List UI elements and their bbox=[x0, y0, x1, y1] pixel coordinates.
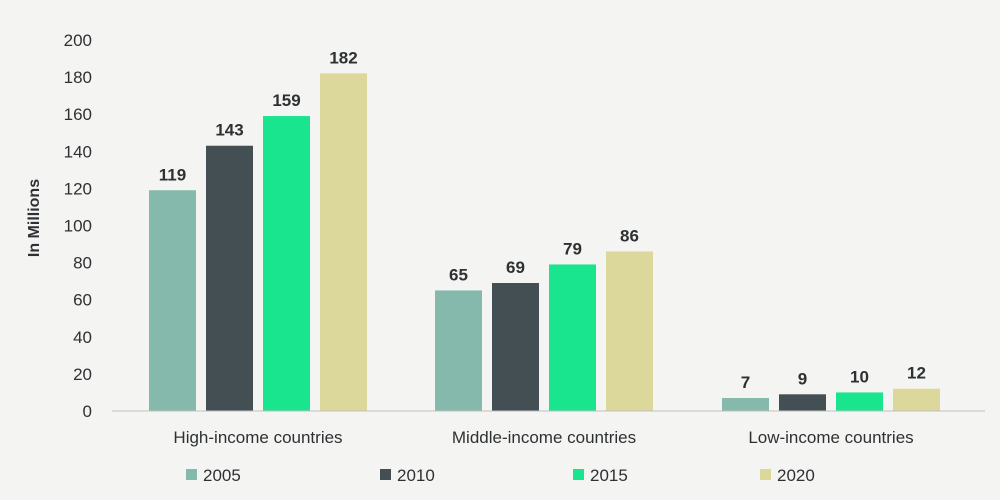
bar bbox=[320, 73, 367, 411]
bar bbox=[492, 283, 539, 411]
y-tick-label: 20 bbox=[73, 365, 92, 384]
legend-label: 2005 bbox=[203, 466, 241, 485]
bar bbox=[722, 398, 769, 411]
legend-item: 2015 bbox=[573, 466, 628, 485]
legend-label: 2010 bbox=[397, 466, 435, 485]
data-label: 7 bbox=[741, 373, 750, 392]
data-label: 69 bbox=[506, 258, 525, 277]
legend-item: 2005 bbox=[186, 466, 241, 485]
y-axis-title: In Millions bbox=[26, 179, 43, 257]
legend-label: 2020 bbox=[777, 466, 815, 485]
legend-item: 2020 bbox=[760, 466, 815, 485]
y-tick-label: 40 bbox=[73, 328, 92, 347]
data-label: 79 bbox=[563, 239, 582, 258]
category-label: Middle-income countries bbox=[452, 428, 636, 447]
legend-swatch bbox=[380, 469, 391, 480]
legend-swatch bbox=[186, 469, 197, 480]
bar-group: 119 143 159 182 bbox=[149, 48, 367, 412]
y-tick-label: 100 bbox=[64, 217, 92, 236]
bar-group: 7 9 10 12 bbox=[722, 364, 940, 411]
legend-swatch bbox=[573, 469, 584, 480]
data-label: 159 bbox=[272, 91, 300, 110]
y-tick-label: 120 bbox=[64, 179, 92, 198]
y-tick-label: 140 bbox=[64, 142, 92, 161]
y-tick-label: 80 bbox=[73, 254, 92, 273]
y-tick-label: 60 bbox=[73, 291, 92, 310]
y-tick-label: 0 bbox=[83, 402, 92, 421]
bar bbox=[606, 251, 653, 411]
category-label: Low-income countries bbox=[748, 428, 913, 447]
bar bbox=[206, 145, 253, 412]
y-tick-label: 180 bbox=[64, 68, 92, 87]
legend: 2005 2010 2015 2020 bbox=[186, 466, 815, 485]
data-label: 119 bbox=[159, 165, 186, 184]
legend-label: 2015 bbox=[590, 466, 628, 485]
bar bbox=[263, 116, 310, 412]
bar bbox=[779, 394, 826, 411]
y-tick-label: 160 bbox=[64, 105, 92, 124]
category-labels: High-income countries Middle-income count… bbox=[173, 428, 913, 447]
bar-group: 65 69 79 86 bbox=[435, 226, 653, 411]
legend-swatch bbox=[760, 469, 771, 480]
data-label: 143 bbox=[215, 121, 243, 140]
y-axis-ticks: 0 20 40 60 80 100 120 140 160 180 200 bbox=[64, 31, 92, 421]
bar bbox=[836, 392, 883, 411]
data-label: 182 bbox=[329, 48, 357, 67]
data-label: 10 bbox=[850, 367, 869, 386]
y-tick-label: 200 bbox=[64, 31, 92, 50]
data-label: 86 bbox=[620, 226, 639, 245]
bar bbox=[893, 388, 940, 411]
data-label: 65 bbox=[449, 265, 468, 284]
category-label: High-income countries bbox=[173, 428, 342, 447]
legend-item: 2010 bbox=[380, 466, 435, 485]
data-label: 12 bbox=[907, 364, 926, 383]
y-axis-title-group: In Millions bbox=[26, 179, 43, 257]
data-label: 9 bbox=[798, 369, 807, 388]
bar bbox=[549, 264, 596, 411]
bar bbox=[149, 190, 196, 411]
bar bbox=[435, 290, 482, 411]
